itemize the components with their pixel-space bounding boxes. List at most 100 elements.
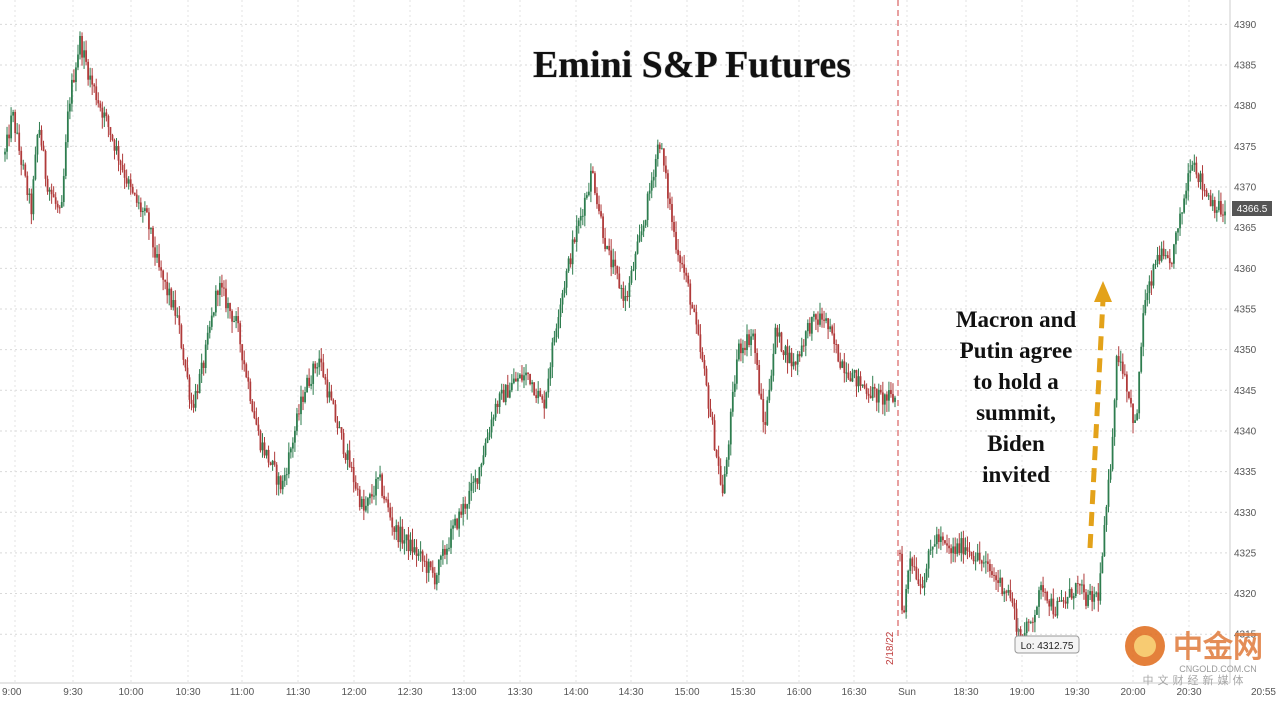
candle-up [172, 300, 175, 308]
candle-down [196, 391, 199, 394]
candle-up [490, 419, 493, 433]
axes [0, 0, 1231, 684]
candle-up [1177, 228, 1179, 233]
candle-up [141, 210, 144, 213]
candle-down [1001, 577, 1004, 595]
candle-down [330, 391, 333, 401]
candle-up [287, 452, 290, 475]
candle-down [223, 287, 225, 289]
candle-down [899, 552, 901, 554]
candle-down [683, 264, 686, 273]
candle-down [533, 382, 536, 396]
candle-down [152, 227, 154, 248]
candle-down [1076, 583, 1079, 585]
candle-up [825, 318, 827, 321]
candle-up [306, 377, 308, 393]
candle-up [294, 430, 296, 443]
candle-up [369, 494, 371, 499]
candle-up [83, 50, 85, 58]
x-tick-labels: 9:00 9:30 10:00 10:30 11:00 11:30 12:00 12:30 13… [2, 687, 1276, 698]
candle-up [984, 561, 987, 563]
candle-down [397, 525, 400, 543]
candle-up [1050, 598, 1053, 607]
candle-up [484, 442, 487, 456]
annotation-line-6: invited [982, 462, 1050, 487]
candle-down [371, 494, 373, 497]
candle-up [642, 225, 645, 232]
candle-down [758, 365, 761, 394]
candle-up [454, 518, 456, 526]
candle-up [375, 478, 377, 496]
candle-down [881, 392, 884, 405]
candle-down [352, 467, 355, 483]
candle-down [675, 231, 677, 250]
candle-up [1181, 212, 1183, 214]
watermark-domain: CNGOLD.COM.CN [1179, 664, 1257, 674]
candle-up [1185, 190, 1188, 199]
candle-down [1195, 162, 1198, 175]
candle-down [539, 390, 542, 397]
candle-up [1093, 594, 1096, 602]
candle-up [1152, 264, 1155, 286]
candle-up [137, 202, 140, 204]
candle-down [350, 466, 353, 468]
candle-up [212, 312, 215, 316]
candle-down [839, 361, 842, 368]
y-tick-label: 4325 [1234, 548, 1257, 559]
candle-down [24, 164, 27, 176]
x-tick-label: 14:30 [618, 687, 643, 698]
candle-down [273, 460, 276, 465]
candle-down [391, 517, 394, 528]
candle-down [869, 395, 872, 399]
candle-down [913, 566, 916, 568]
candle-up [796, 354, 799, 365]
candle-down [87, 61, 90, 80]
candle-down [831, 326, 834, 334]
candle-down [602, 216, 604, 238]
candle-up [907, 570, 910, 590]
candle-down [527, 372, 529, 374]
candle-down [1078, 583, 1081, 586]
candle-up [1191, 164, 1194, 171]
candle-down [421, 551, 424, 561]
low-marker-box [1014, 635, 1080, 654]
candle-up [577, 220, 580, 227]
candle-up [960, 538, 963, 554]
candle-up [1036, 606, 1038, 615]
candle-down [216, 290, 219, 295]
candle-up [768, 389, 771, 401]
candle-down [978, 552, 981, 561]
candle-down [334, 404, 337, 422]
candle-down [1048, 600, 1051, 607]
candle-down [383, 495, 386, 500]
candle-up [531, 382, 534, 385]
candle-down [158, 254, 160, 268]
candle-down [695, 311, 698, 325]
candle-down [946, 543, 948, 546]
candle-down [54, 197, 57, 204]
candle-up [792, 361, 795, 367]
candle-up [883, 394, 886, 405]
candle-down [113, 140, 116, 151]
candle-down [239, 323, 242, 345]
candle-down [835, 343, 838, 345]
candle-up [1183, 198, 1186, 213]
candle-up [547, 378, 550, 393]
candle-up [127, 179, 130, 184]
candle-down [756, 352, 759, 366]
candle-down [991, 571, 993, 575]
annotation-arrow-shaft [1087, 299, 1106, 549]
candle-down [717, 456, 720, 466]
candle-down [1132, 403, 1134, 423]
candle-up [733, 383, 736, 392]
candle-down [56, 203, 59, 208]
candle-down [99, 103, 102, 108]
candle-down [622, 287, 625, 301]
candle-up [403, 540, 406, 544]
candle-up [571, 239, 574, 265]
candle-down [658, 144, 661, 149]
candle-down [1220, 201, 1222, 215]
candle-down [18, 132, 21, 151]
candle-down [263, 442, 266, 456]
candle-down [26, 175, 29, 195]
